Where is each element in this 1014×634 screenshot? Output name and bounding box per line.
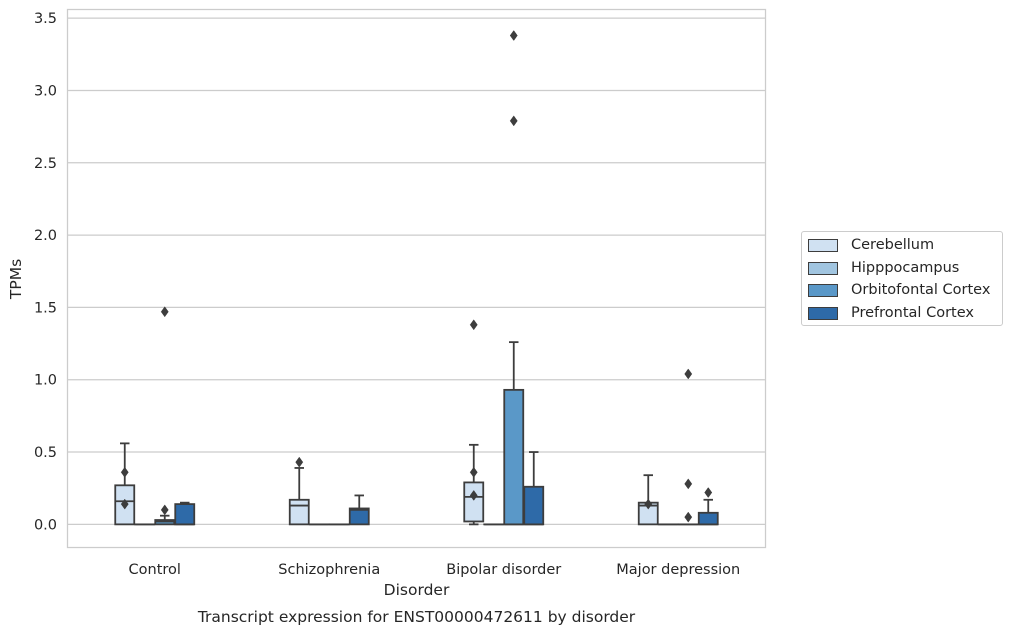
box-0-3 (637, 474, 659, 526)
y-tick-labels: 0.0 0.5 1.0 1.5 2.0 2.5 3.0 3.5 (34, 11, 57, 533)
x-tick-label: Control (129, 562, 181, 578)
box-3-1 (348, 494, 370, 526)
outlier-point (684, 511, 693, 523)
legend-label-prefrontal-cortex: Prefrontal Cortex (851, 305, 974, 321)
legend-item-orbitofrontal-cortex: Orbitofontal Cortex (808, 280, 990, 300)
outlier-point (644, 498, 653, 510)
outlier-point (509, 115, 518, 127)
legend-swatch-hippocampus (808, 261, 838, 275)
box-3-0 (174, 501, 196, 526)
legend-label-orbitofrontal-cortex: Orbitofontal Cortex (851, 282, 991, 298)
chart-title: Transcript expression for ENST0000047261… (197, 608, 636, 626)
box-3-2 (523, 451, 545, 526)
outlier-point (295, 456, 304, 468)
legend-label-cerebellum: Cerebellum (851, 237, 935, 253)
box-2-0 (154, 306, 176, 526)
y-tick-label: 0.5 (34, 445, 57, 461)
x-tick-labels: Control Schizophrenia Bipolar disorder Majo… (129, 562, 741, 578)
x-tick-label: Schizophrenia (278, 562, 380, 578)
gridlines (67, 17, 766, 525)
legend-item-prefrontal-cortex: Prefrontal Cortex (808, 303, 974, 323)
legend-item-cerebellum: Cerebellum (808, 235, 934, 255)
box-2-2 (503, 30, 525, 526)
outlier-point (120, 498, 129, 510)
box-body (697, 511, 719, 526)
y-tick-label: 1.5 (34, 300, 57, 316)
outlier-point (120, 466, 129, 478)
legend-item-hippocampus: Hipppocampus (808, 258, 959, 278)
y-tick-label: 3.0 (34, 83, 57, 99)
outlier-point (160, 504, 169, 516)
box-body (348, 507, 370, 526)
legend-label-hippocampus: Hipppocampus (851, 260, 960, 276)
outlier-point (469, 319, 478, 331)
box-body (288, 498, 310, 526)
box-body (463, 481, 485, 523)
x-axis-title: Disorder (384, 581, 450, 599)
outlier-point (509, 30, 518, 41)
box-0-1 (288, 456, 310, 526)
outlier-point (469, 466, 478, 478)
outlier-point (704, 487, 713, 498)
legend: Cerebellum Hipppocampus Orbitofontal Cor… (801, 231, 1003, 326)
y-tick-label: 1.0 (34, 373, 57, 389)
outlier-point (160, 306, 169, 318)
legend-swatch-prefrontal-cortex (808, 306, 838, 320)
y-tick-label: 3.5 (34, 11, 57, 27)
outlier-point (684, 368, 693, 380)
x-tick-label: Bipolar disorder (446, 562, 561, 578)
box-0-2 (463, 319, 485, 526)
y-tick-label: 2.5 (34, 156, 57, 172)
x-tick-label: Major depression (616, 562, 740, 578)
legend-swatch-orbitofrontal-cortex (808, 283, 838, 297)
box-3-3 (697, 487, 719, 526)
y-tick-label: 2.0 (34, 228, 57, 244)
box-0-0 (114, 442, 136, 526)
box-2-3 (677, 368, 699, 526)
outlier-point (469, 490, 478, 501)
y-tick-label: 0.0 (34, 517, 57, 533)
plot-frame (66, 8, 767, 549)
legend-swatch-cerebellum (808, 238, 838, 252)
y-axis-title: TPMs (7, 259, 25, 300)
box-body (174, 503, 196, 526)
box-marks (114, 30, 719, 526)
outlier-point (684, 478, 693, 490)
box-body (503, 388, 525, 526)
box-body (523, 485, 545, 526)
